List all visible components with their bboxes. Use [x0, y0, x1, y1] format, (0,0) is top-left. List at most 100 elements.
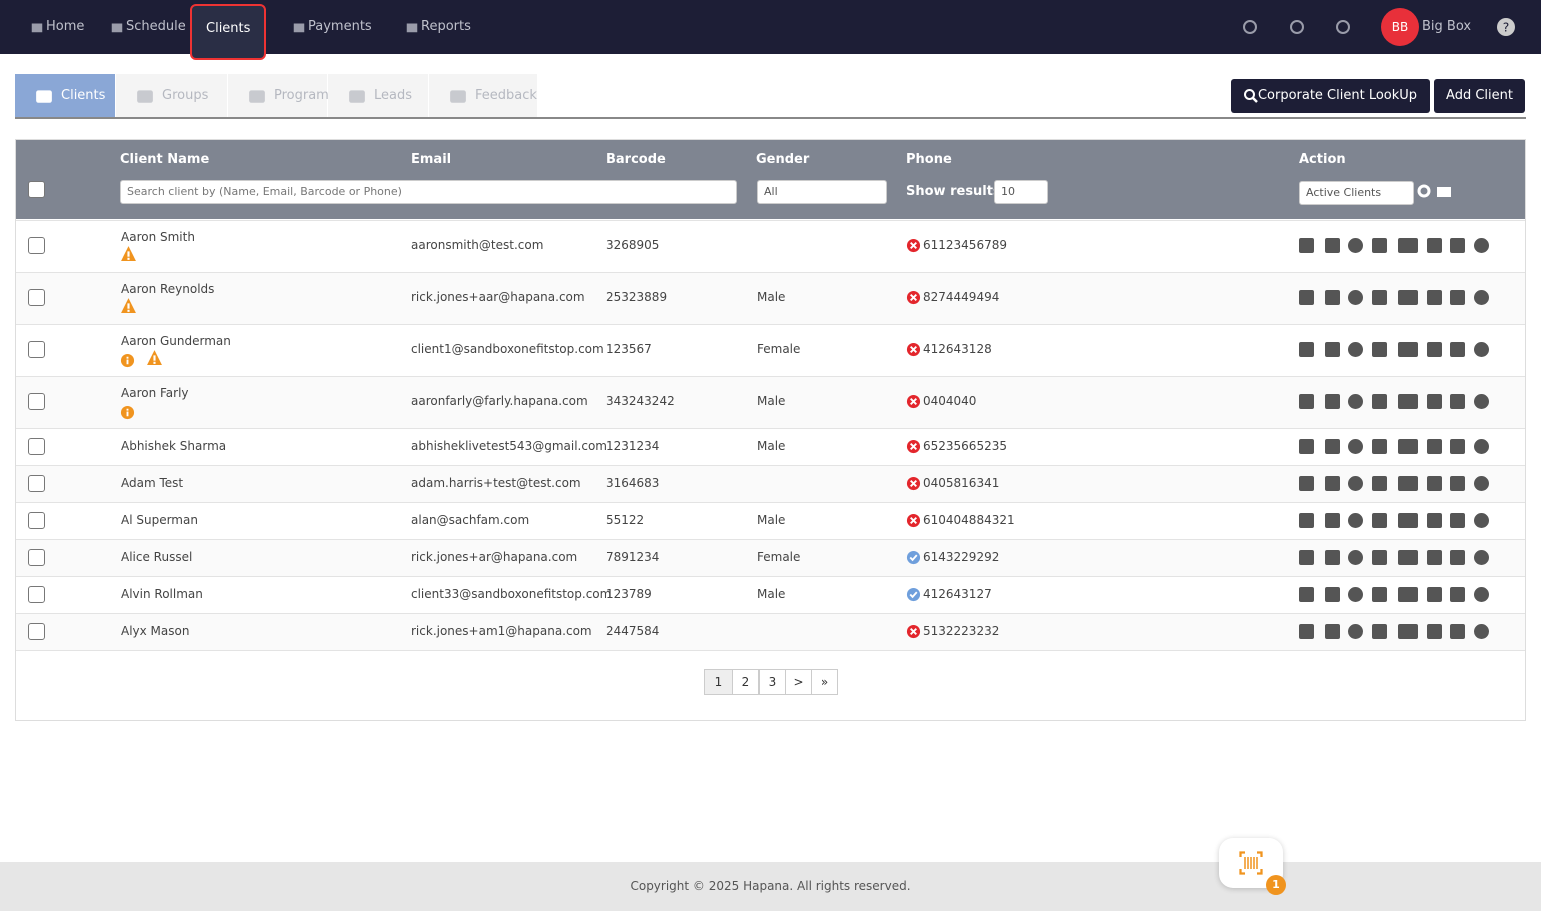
action-icon[interactable]: [1474, 290, 1489, 305]
action-icon[interactable]: [1450, 512, 1465, 528]
action-icon[interactable]: [1325, 623, 1340, 639]
client-name[interactable]: Aaron Smith: [121, 230, 195, 244]
action-icon[interactable]: [1348, 342, 1363, 357]
action-icon[interactable]: [1325, 475, 1340, 491]
client-name[interactable]: Alyx Mason: [121, 623, 190, 638]
action-icon[interactable]: [1372, 512, 1387, 528]
action-icon[interactable]: [1398, 549, 1418, 565]
action-icon[interactable]: [1348, 238, 1363, 253]
nav-item[interactable]: Reports: [421, 19, 471, 34]
action-icon[interactable]: [1450, 475, 1465, 491]
action-icon[interactable]: [1372, 342, 1387, 357]
action-icon[interactable]: [1450, 549, 1465, 565]
page-button[interactable]: »: [811, 669, 838, 695]
action-icon[interactable]: [1372, 623, 1387, 639]
action-icon[interactable]: [1325, 342, 1340, 357]
action-icon[interactable]: [1372, 475, 1387, 491]
action-icon[interactable]: [1398, 238, 1418, 253]
action-icon[interactable]: [1427, 290, 1442, 305]
action-icon[interactable]: [1348, 438, 1363, 454]
action-icon[interactable]: [1325, 290, 1340, 305]
action-icon[interactable]: [1372, 394, 1387, 409]
row-checkbox[interactable]: [28, 437, 45, 455]
action-icon[interactable]: [1348, 512, 1363, 528]
action-icon[interactable]: [1450, 290, 1465, 305]
user-name[interactable]: Big Box: [1422, 19, 1472, 34]
action-icon[interactable]: [1398, 623, 1418, 639]
row-checkbox[interactable]: [28, 289, 45, 306]
action-icon[interactable]: [1398, 290, 1418, 305]
results-select[interactable]: 10: [994, 180, 1048, 204]
button[interactable]: Add Client: [1434, 79, 1525, 113]
action-icon[interactable]: [1427, 475, 1442, 491]
page-button[interactable]: 1: [704, 669, 733, 695]
action-icon[interactable]: [1372, 290, 1387, 305]
action-icon[interactable]: [1474, 623, 1489, 639]
action-icon[interactable]: [1474, 438, 1489, 454]
action-icon[interactable]: [1299, 238, 1314, 253]
action-icon[interactable]: [1299, 512, 1314, 528]
action-icon[interactable]: [1474, 586, 1489, 602]
client-name[interactable]: Abhishek Sharma: [121, 438, 227, 453]
action-icon[interactable]: [1372, 586, 1387, 602]
page-button[interactable]: 2: [732, 669, 759, 695]
action-icon[interactable]: [1474, 238, 1489, 253]
button[interactable]: Corporate Client LookUp: [1231, 79, 1430, 113]
action-icon[interactable]: [1348, 549, 1363, 565]
action-icon[interactable]: [1450, 394, 1465, 409]
tab[interactable]: Groups: [116, 74, 227, 117]
action-icon[interactable]: [1299, 623, 1314, 639]
action-icon[interactable]: [1427, 394, 1442, 409]
action-icon[interactable]: [1325, 586, 1340, 602]
row-checkbox[interactable]: [28, 474, 45, 492]
page-button[interactable]: >: [785, 669, 812, 695]
action-icon[interactable]: [1427, 438, 1442, 454]
action-icon[interactable]: [1325, 394, 1340, 409]
action-icon[interactable]: [1427, 238, 1442, 253]
action-icon[interactable]: [1325, 512, 1340, 528]
tab[interactable]: Feedback: [429, 74, 537, 117]
action-icon[interactable]: [1427, 512, 1442, 528]
action-icon[interactable]: [1299, 342, 1314, 357]
avatar[interactable]: BB: [1381, 8, 1419, 46]
status-select[interactable]: Active Clients: [1299, 181, 1414, 205]
client-name[interactable]: Al Superman: [121, 512, 198, 527]
action-icon[interactable]: [1427, 623, 1442, 639]
action-icon[interactable]: [1299, 290, 1314, 305]
action-icon[interactable]: [1474, 512, 1489, 528]
action-icon[interactable]: [1299, 586, 1314, 602]
action-icon[interactable]: [1299, 549, 1314, 565]
action-icon[interactable]: [1372, 238, 1387, 253]
client-name[interactable]: Alvin Rollman: [121, 586, 203, 601]
action-icon[interactable]: [1348, 475, 1363, 491]
nav-item[interactable]: Payments: [308, 19, 372, 34]
select-all-checkbox[interactable]: [28, 181, 45, 198]
action-icon[interactable]: [1348, 586, 1363, 602]
action-icon[interactable]: [1474, 342, 1489, 357]
client-name[interactable]: Aaron Gunderman: [121, 334, 231, 348]
action-icon[interactable]: [1325, 549, 1340, 565]
action-icon[interactable]: [1398, 438, 1418, 454]
action-icon[interactable]: [1474, 549, 1489, 565]
row-checkbox[interactable]: [28, 341, 45, 358]
action-icon[interactable]: [1299, 475, 1314, 491]
action-icon[interactable]: [1474, 475, 1489, 491]
search-input[interactable]: Search client by (Name, Email, Barcode o…: [120, 180, 737, 204]
action-icon[interactable]: [1450, 238, 1465, 253]
action-icon[interactable]: [1325, 238, 1340, 253]
client-name[interactable]: Adam Test: [121, 475, 184, 490]
client-name[interactable]: Aaron Reynolds: [121, 282, 215, 296]
nav-item[interactable]: Schedule: [126, 19, 186, 34]
action-icon[interactable]: [1348, 394, 1363, 409]
action-icon[interactable]: [1325, 438, 1340, 454]
action-icon[interactable]: [1450, 586, 1465, 602]
action-icon[interactable]: [1450, 438, 1465, 454]
action-icon[interactable]: [1427, 549, 1442, 565]
tab[interactable]: Leads: [328, 74, 428, 117]
action-icon[interactable]: [1372, 549, 1387, 565]
action-icon[interactable]: [1398, 586, 1418, 602]
action-icon[interactable]: [1372, 438, 1387, 454]
action-icon[interactable]: [1450, 342, 1465, 357]
action-icon[interactable]: [1299, 438, 1314, 454]
action-icon[interactable]: [1450, 623, 1465, 639]
